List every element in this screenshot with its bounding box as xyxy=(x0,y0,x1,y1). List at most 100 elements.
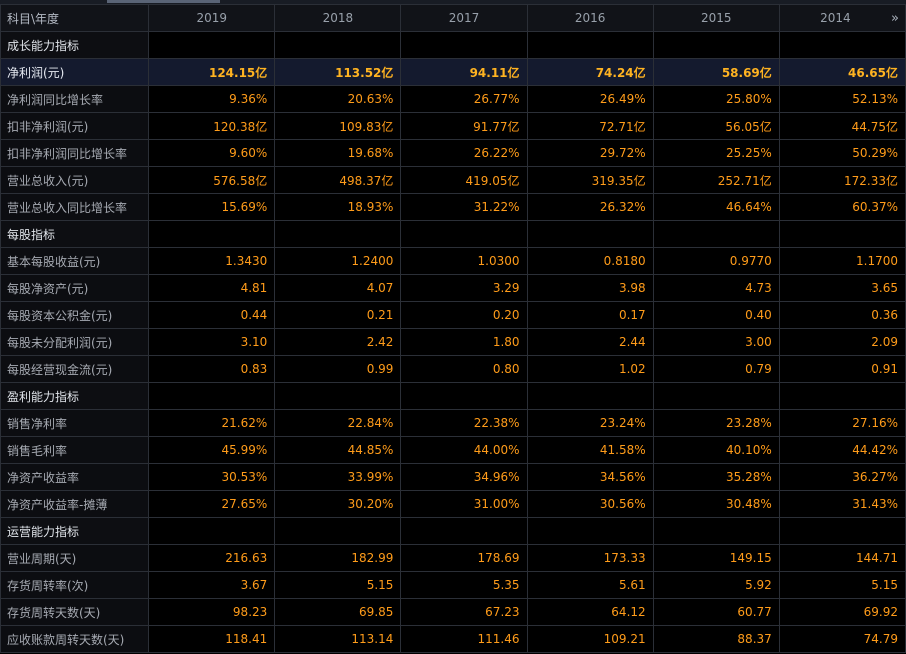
year-header[interactable]: 2017 xyxy=(400,4,528,32)
table-row[interactable]: 扣非净利润同比增长率 9.60% 19.68% 26.22% 29.72% 25.25% 5… xyxy=(0,139,906,167)
empty-cell xyxy=(778,31,906,59)
empty-cell xyxy=(400,517,528,545)
row-label: 扣非净利润(元) xyxy=(0,112,150,140)
value-cell: 74.79 xyxy=(778,625,906,653)
table-row[interactable]: 营业周期(天) 216.63 182.99 178.69 173.33 149.15 144… xyxy=(0,544,906,572)
value-cell: 0.20 xyxy=(400,301,528,329)
value-cell: 22.84% xyxy=(274,409,402,437)
value-cell: 3.98 xyxy=(526,274,654,302)
value-cell: 2.09 xyxy=(778,328,906,356)
value-cell: 46.65亿 xyxy=(778,58,906,86)
value-cell: 3.65 xyxy=(778,274,906,302)
header-row: 科目\年度 2019 2018 2017 2016 2015 2014 » xyxy=(0,4,906,32)
row-label: 基本每股收益(元) xyxy=(0,247,150,275)
value-cell: 36.27% xyxy=(778,463,906,491)
empty-cell xyxy=(778,382,906,410)
value-cell: 27.65% xyxy=(148,490,276,518)
table-row[interactable]: 每股净资产(元) 4.81 4.07 3.29 3.98 4.73 3.65 xyxy=(0,274,906,302)
table-row[interactable]: 营业总收入同比增长率 15.69% 18.93% 31.22% 26.32% 46.64%… xyxy=(0,193,906,221)
empty-cell xyxy=(148,220,276,248)
section-title: 盈利能力指标 xyxy=(0,382,150,410)
value-cell: 0.36 xyxy=(778,301,906,329)
value-cell: 23.24% xyxy=(526,409,654,437)
value-cell: 25.80% xyxy=(652,85,780,113)
row-label: 净利润同比增长率 xyxy=(0,85,150,113)
value-cell: 0.8180 xyxy=(526,247,654,275)
value-cell: 2.42 xyxy=(274,328,402,356)
value-cell: 44.42% xyxy=(778,436,906,464)
value-cell: 34.96% xyxy=(400,463,528,491)
value-cell: 26.32% xyxy=(526,193,654,221)
value-cell: 5.35 xyxy=(400,571,528,599)
year-header[interactable]: 2014 xyxy=(820,10,851,25)
value-cell: 5.92 xyxy=(652,571,780,599)
table-row[interactable]: 每股资本公积金(元) 0.44 0.21 0.20 0.17 0.40 0.36 xyxy=(0,301,906,329)
table-row[interactable]: 应收账款周转天数(天) 118.41 113.14 111.46 109.21 88.37… xyxy=(0,625,906,653)
value-cell: 41.58% xyxy=(526,436,654,464)
value-cell: 26.77% xyxy=(400,85,528,113)
section-header-row: 每股指标 xyxy=(0,220,906,248)
row-label: 净利润(元) xyxy=(0,58,150,86)
value-cell: 60.37% xyxy=(778,193,906,221)
value-cell: 18.93% xyxy=(274,193,402,221)
value-cell: 44.75亿 xyxy=(778,112,906,140)
value-cell: 15.69% xyxy=(148,193,276,221)
value-cell: 0.17 xyxy=(526,301,654,329)
table-row[interactable]: 净资产收益率-摊薄 27.65% 30.20% 31.00% 30.56% 30.48% 3… xyxy=(0,490,906,518)
value-cell: 34.56% xyxy=(526,463,654,491)
row-label: 销售毛利率 xyxy=(0,436,150,464)
empty-cell xyxy=(526,517,654,545)
table-row[interactable]: 净资产收益率 30.53% 33.99% 34.96% 34.56% 35.28% 36.2… xyxy=(0,463,906,491)
year-header[interactable]: 2015 xyxy=(652,4,780,32)
section-header-row: 盈利能力指标 xyxy=(0,382,906,410)
table-row[interactable]: 净利润同比增长率 9.36% 20.63% 26.77% 26.49% 25.80% 52.… xyxy=(0,85,906,113)
value-cell: 44.85% xyxy=(274,436,402,464)
table-body: 科目\年度 2019 2018 2017 2016 2015 2014 » 成长能… xyxy=(0,4,906,653)
active-tab-marker[interactable] xyxy=(107,0,220,3)
row-label: 每股经营现金流(元) xyxy=(0,355,150,383)
value-cell: 60.77 xyxy=(652,598,780,626)
value-cell: 319.35亿 xyxy=(526,166,654,194)
value-cell: 45.99% xyxy=(148,436,276,464)
value-cell: 21.62% xyxy=(148,409,276,437)
empty-cell xyxy=(526,31,654,59)
table-row[interactable]: 每股未分配利润(元) 3.10 2.42 1.80 2.44 3.00 2.09 xyxy=(0,328,906,356)
value-cell: 69.85 xyxy=(274,598,402,626)
value-cell: 91.77亿 xyxy=(400,112,528,140)
value-cell: 124.15亿 xyxy=(148,58,276,86)
table-row[interactable]: 销售毛利率 45.99% 44.85% 44.00% 41.58% 40.10% 44.42… xyxy=(0,436,906,464)
table-row[interactable]: 销售净利率 21.62% 22.84% 22.38% 23.24% 23.28% 27.16… xyxy=(0,409,906,437)
value-cell: 26.49% xyxy=(526,85,654,113)
year-header[interactable]: 2018 xyxy=(274,4,402,32)
value-cell: 3.10 xyxy=(148,328,276,356)
value-cell: 69.92 xyxy=(778,598,906,626)
table-row[interactable]: 营业总收入(元) 576.58亿 498.37亿 419.05亿 319.35亿 252.… xyxy=(0,166,906,194)
value-cell: 1.3430 xyxy=(148,247,276,275)
table-row[interactable]: 净利润(元) 124.15亿 113.52亿 94.11亿 74.24亿 58.69亿 46… xyxy=(0,58,906,86)
more-years-icon[interactable]: » xyxy=(891,10,899,26)
value-cell: 576.58亿 xyxy=(148,166,276,194)
empty-cell xyxy=(148,517,276,545)
value-cell: 0.21 xyxy=(274,301,402,329)
value-cell: 1.1700 xyxy=(778,247,906,275)
value-cell: 20.63% xyxy=(274,85,402,113)
row-label: 应收账款周转天数(天) xyxy=(0,625,150,653)
row-label: 存货周转天数(天) xyxy=(0,598,150,626)
value-cell: 149.15 xyxy=(652,544,780,572)
year-header[interactable]: 2016 xyxy=(526,4,654,32)
table-row[interactable]: 基本每股收益(元) 1.3430 1.2400 1.0300 0.8180 0.9770 1… xyxy=(0,247,906,275)
year-header[interactable]: 2019 xyxy=(148,4,276,32)
table-row[interactable]: 扣非净利润(元) 120.38亿 109.83亿 91.77亿 72.71亿 56.05亿… xyxy=(0,112,906,140)
empty-cell xyxy=(526,382,654,410)
value-cell: 23.28% xyxy=(652,409,780,437)
table-row[interactable]: 每股经营现金流(元) 0.83 0.99 0.80 1.02 0.79 0.91 xyxy=(0,355,906,383)
value-cell: 40.10% xyxy=(652,436,780,464)
empty-cell xyxy=(148,382,276,410)
value-cell: 0.80 xyxy=(400,355,528,383)
value-cell: 22.38% xyxy=(400,409,528,437)
section-title: 运营能力指标 xyxy=(0,517,150,545)
table-row[interactable]: 存货周转天数(天) 98.23 69.85 67.23 64.12 60.77 69.92 xyxy=(0,598,906,626)
table-row[interactable]: 存货周转率(次) 3.67 5.15 5.35 5.61 5.92 5.15 xyxy=(0,571,906,599)
row-label: 销售净利率 xyxy=(0,409,150,437)
